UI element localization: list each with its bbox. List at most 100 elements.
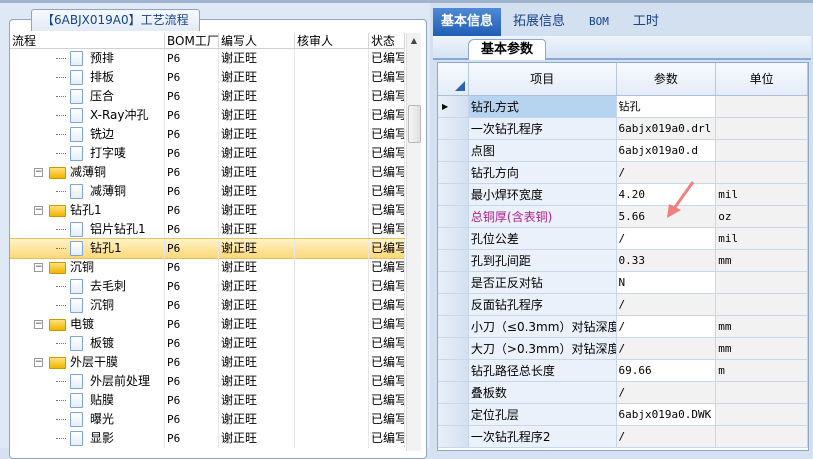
collapse-icon[interactable]: − — [34, 167, 43, 177]
tree-line — [56, 153, 66, 154]
row-header[interactable] — [438, 426, 469, 447]
row-header[interactable] — [438, 250, 469, 271]
param-row[interactable]: 一次钻孔程序2 / — [438, 426, 808, 448]
collapse-icon[interactable]: − — [34, 262, 43, 272]
row-header[interactable] — [438, 404, 469, 425]
row-header[interactable] — [438, 360, 469, 381]
document-icon — [70, 70, 83, 85]
param-row[interactable]: 大刀（>0.3mm）对钻深度 / mm — [438, 338, 808, 360]
tree-row[interactable]: 排板 P6 谢正旺 已编写 — [10, 68, 405, 87]
tree-row[interactable]: X-Ray冲孔 P6 谢正旺 已编写 — [10, 106, 405, 125]
value-cell[interactable]: 6abjx019a0.d — [616, 140, 717, 161]
param-row[interactable]: 一次钻孔程序 6abjx019a0.drl — [438, 118, 808, 140]
row-header[interactable] — [438, 140, 469, 161]
tree-row[interactable]: 沉铜 P6 谢正旺 已编写 — [10, 296, 405, 315]
col-header-item[interactable]: 项目 — [468, 63, 617, 95]
col-header-flow[interactable]: 流程 — [10, 33, 165, 48]
tab-0[interactable]: 基本信息 — [433, 8, 502, 36]
tab-3[interactable]: 工时 — [632, 14, 659, 29]
col-header-writer[interactable]: 编写人 — [219, 33, 295, 48]
value-cell[interactable]: 6abjx019a0.drl — [616, 118, 717, 139]
row-header[interactable] — [438, 294, 469, 315]
param-row[interactable]: 定位孔层 6abjx019a0.DWK — [438, 404, 808, 426]
value-cell[interactable]: / — [616, 228, 717, 249]
value-cell[interactable]: 6abjx019a0.DWK — [616, 404, 717, 425]
tab-basic-params[interactable]: 基本参数 — [468, 39, 547, 60]
select-all-corner[interactable] — [438, 63, 469, 95]
scrollbar-thumb[interactable] — [408, 105, 421, 143]
param-row[interactable]: 钻孔路径总长度 69.66 m — [438, 360, 808, 382]
param-row[interactable]: 孔到孔间距 0.33 mm — [438, 250, 808, 272]
tree-row[interactable]: − 钻孔1 P6 谢正旺 已编写 — [10, 201, 405, 220]
row-header[interactable] — [438, 228, 469, 249]
param-row[interactable]: 钻孔方向 / — [438, 162, 808, 184]
row-header[interactable] — [438, 206, 469, 227]
row-header[interactable] — [438, 272, 469, 293]
value-cell[interactable]: N — [616, 272, 717, 293]
tree-row[interactable]: − 外层干膜 P6 谢正旺 已编写 — [10, 353, 405, 372]
tree-row[interactable]: − 电镀 P6 谢正旺 已编写 — [10, 315, 405, 334]
collapse-icon[interactable]: − — [34, 319, 43, 329]
tree-row[interactable]: 钻孔1 P6 谢正旺 已编写 — [10, 238, 405, 259]
value-cell[interactable]: / — [616, 382, 717, 403]
collapse-icon[interactable]: − — [34, 357, 43, 367]
collapse-icon[interactable]: − — [34, 205, 43, 215]
value-cell[interactable]: 4.20 — [616, 184, 717, 205]
row-header[interactable] — [438, 184, 469, 205]
param-row[interactable]: 是否正反对钻 N — [438, 272, 808, 294]
col-header-param[interactable]: 参数 — [616, 63, 717, 95]
tree-line — [56, 115, 66, 116]
scroll-up-icon[interactable]: ▲ — [410, 36, 418, 45]
tree-row[interactable]: 外层前处理 P6 谢正旺 已编写 — [10, 372, 405, 391]
value-cell[interactable]: / — [616, 294, 717, 315]
tab-2[interactable]: BOM — [589, 15, 609, 28]
value-cell[interactable]: / — [616, 338, 717, 359]
tree-row[interactable]: 显影 P6 谢正旺 已编写 — [10, 429, 405, 448]
tree-line — [56, 305, 66, 306]
col-header-status[interactable]: 状态 — [369, 33, 405, 48]
param-row[interactable]: 最小焊环宽度 4.20 mil — [438, 184, 808, 206]
value-cell[interactable]: 69.66 — [616, 360, 717, 381]
col-header-bom[interactable]: BOM工厂 — [167, 33, 219, 48]
row-header[interactable] — [438, 382, 469, 403]
col-header-unit[interactable]: 单位 — [716, 63, 808, 95]
row-header[interactable] — [438, 338, 469, 359]
col-header-reviewer[interactable]: 核审人 — [295, 33, 369, 48]
tree-row[interactable]: 板镀 P6 谢正旺 已编写 — [10, 334, 405, 353]
value-cell[interactable]: / — [616, 316, 717, 337]
param-row[interactable]: 点图 6abjx019a0.d — [438, 140, 808, 162]
process-tree-grid[interactable]: 流程 BOM工厂 编写人 核审人 状态 预排 P6 谢正旺 已编写 排板 P6 谢… — [10, 33, 405, 451]
param-row[interactable]: 叠板数 / — [438, 382, 808, 404]
param-row[interactable]: 反面钻孔程序 / — [438, 294, 808, 316]
param-row[interactable]: 小刀（≤0.3mm）对钻深度 / mm — [438, 316, 808, 338]
tree-row[interactable]: 去毛刺 P6 谢正旺 已编写 — [10, 277, 405, 296]
tree-scrollbar[interactable]: ▲ — [406, 33, 421, 451]
value-cell[interactable]: / — [616, 162, 717, 183]
status-cell: 已编写 — [369, 334, 405, 353]
row-header[interactable] — [438, 162, 469, 183]
row-header[interactable] — [438, 118, 469, 139]
tree-row[interactable]: 贴膜 P6 谢正旺 已编写 — [10, 391, 405, 410]
value-cell[interactable]: 5.66 — [616, 206, 717, 227]
value-cell[interactable]: 钻孔 — [616, 96, 717, 117]
tree-line — [56, 438, 66, 439]
tree-row[interactable]: 铣边 P6 谢正旺 已编写 — [10, 125, 405, 144]
tree-row[interactable]: 铝片钻孔1 P6 谢正旺 已编写 — [10, 220, 405, 239]
param-row[interactable]: 总铜厚(含表铜) 5.66 oz — [438, 206, 808, 228]
value-cell[interactable]: 0.33 — [616, 250, 717, 271]
tree-row[interactable]: − 沉铜 P6 谢正旺 已编写 — [10, 258, 405, 277]
param-row[interactable]: 孔位公差 / mil — [438, 228, 808, 250]
tree-row[interactable]: 预排 P6 谢正旺 已编写 — [10, 49, 405, 68]
tree-line — [56, 191, 66, 192]
tree-row[interactable]: 曝光 P6 谢正旺 已编写 — [10, 410, 405, 429]
row-header[interactable]: ▶ — [438, 96, 469, 117]
tree-row[interactable]: 打字唛 P6 谢正旺 已编写 — [10, 144, 405, 163]
tree-row[interactable]: 压合 P6 谢正旺 已编写 — [10, 87, 405, 106]
params-grid[interactable]: 项目 参数 单位 ▶ 钻孔方式 钻孔 一次钻孔程序 6abjx019a0.drl… — [437, 62, 809, 451]
value-cell[interactable]: / — [616, 426, 717, 447]
row-header[interactable] — [438, 316, 469, 337]
tab-1[interactable]: 拓展信息 — [513, 14, 566, 29]
tree-row[interactable]: 减薄铜 P6 谢正旺 已编写 — [10, 182, 405, 201]
param-row[interactable]: ▶ 钻孔方式 钻孔 — [438, 96, 808, 118]
tree-row[interactable]: − 减薄铜 P6 谢正旺 已编写 — [10, 163, 405, 182]
